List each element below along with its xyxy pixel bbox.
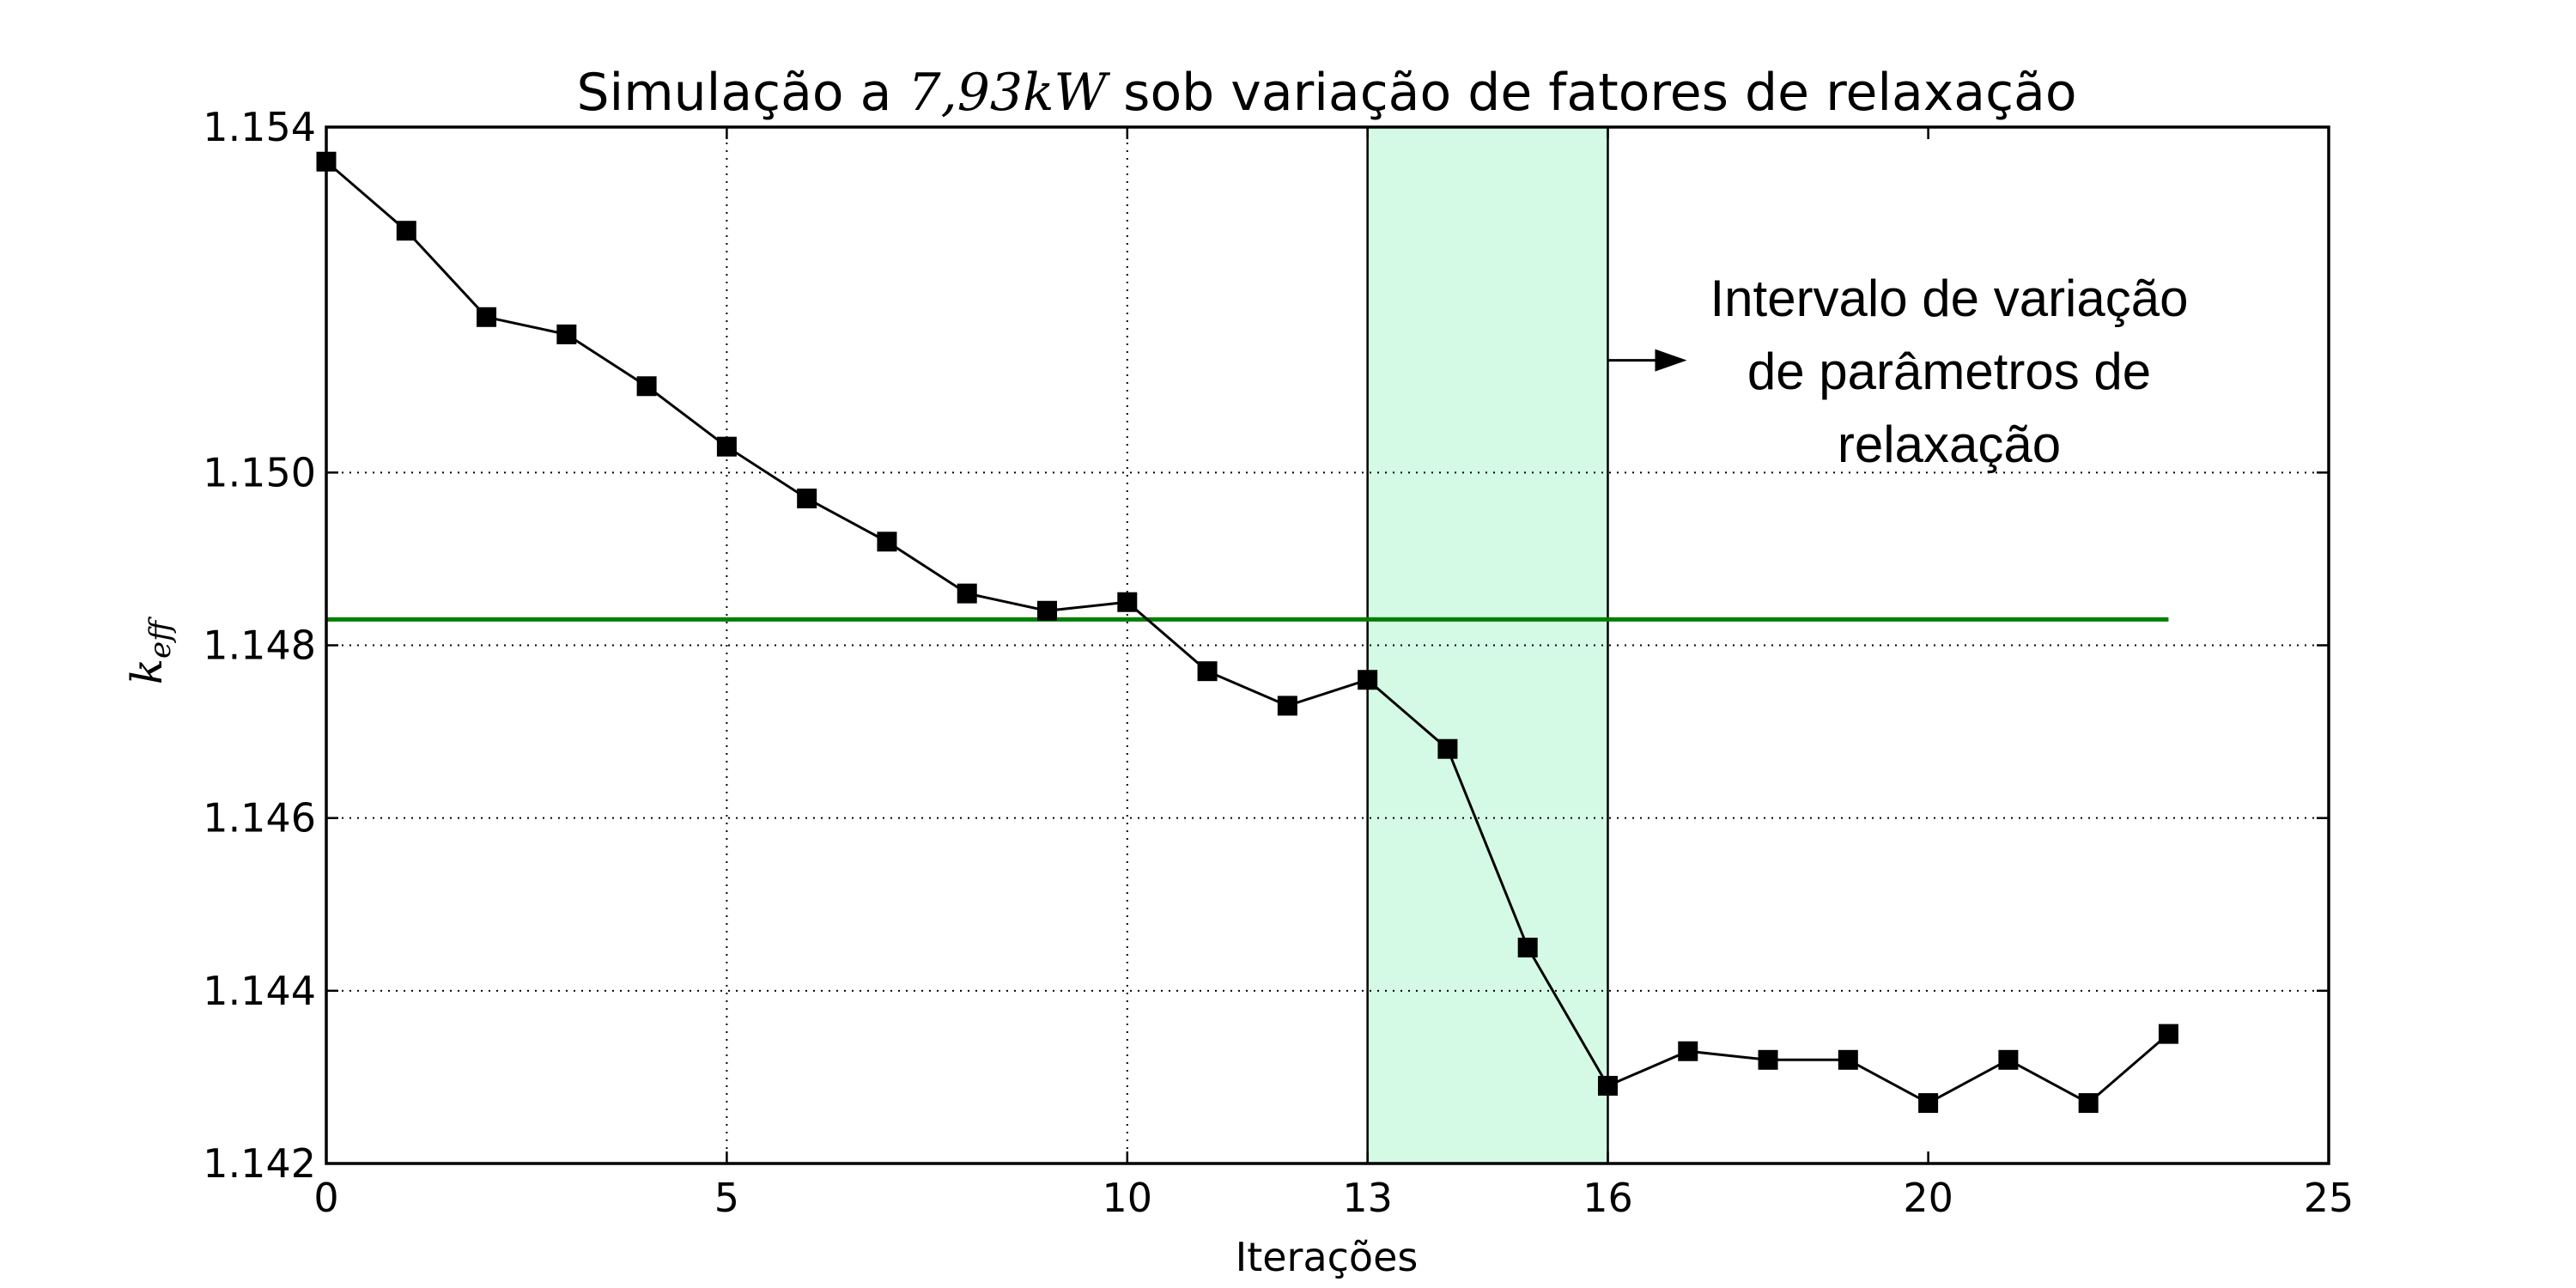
x-tick-label: 0	[313, 1175, 338, 1221]
shaded-region-layer	[1366, 127, 1609, 1163]
data-point-marker	[1918, 1093, 1939, 1114]
data-point-marker	[1037, 600, 1058, 621]
data-point-marker	[1437, 738, 1458, 759]
tick-layer: 0 5 10 13 16 20 25 1.142 1.144 1.146 1.148 1.150 1.1…	[203, 104, 2354, 1221]
x-tick-label: 20	[1903, 1175, 1953, 1221]
y-tick-label: 1.146	[203, 795, 316, 841]
annotation-line-3: relaxação	[1838, 416, 2061, 473]
annotation-layer: Intervalo de variação de parâmetros de r…	[1607, 270, 2189, 473]
data-point-marker	[1117, 592, 1138, 612]
y-tick-label: 1.154	[203, 104, 316, 150]
data-point-marker	[957, 583, 977, 604]
chart-title-suffix: sob variação de fatores de relaxação	[1107, 63, 2076, 123]
y-axis-label: keff	[122, 617, 178, 684]
data-point-marker	[877, 532, 897, 552]
data-point-marker	[1517, 938, 1538, 958]
x-axis-label: Iterações	[1236, 1234, 1419, 1280]
data-point-marker	[797, 489, 817, 509]
x-tick-label: 25	[2304, 1175, 2354, 1221]
grid-layer	[326, 127, 2329, 1163]
data-point-marker	[636, 376, 657, 397]
data-point-marker	[1358, 670, 1378, 690]
data-point-marker	[396, 221, 416, 241]
data-point-marker	[477, 307, 497, 327]
data-point-marker	[1597, 1075, 1618, 1096]
data-point-marker	[2078, 1093, 2099, 1114]
data-point-marker	[1197, 661, 1218, 682]
y-axis-label-subscript: eff	[143, 617, 178, 659]
annotation-line-2: de parâmetros de	[1747, 343, 2151, 400]
y-tick-label: 1.150	[203, 449, 316, 495]
annotation-arrow-head	[1655, 349, 1687, 372]
x-tick-label: 16	[1583, 1175, 1633, 1221]
data-point-marker	[716, 436, 737, 457]
y-tick-label: 1.142	[203, 1140, 316, 1187]
annotation-line-1: Intervalo de variação	[1710, 270, 2189, 327]
shaded-region	[1367, 127, 1608, 1163]
chart-title-math: 7,93kW	[908, 63, 1110, 123]
data-point-marker	[1277, 696, 1297, 716]
data-point-marker	[556, 324, 577, 344]
data-point-marker	[1758, 1049, 1778, 1070]
chart-title: Simulação a 7,93kW sob variação de fator…	[576, 63, 2076, 123]
x-tick-label: 5	[714, 1175, 739, 1221]
x-tick-label: 10	[1103, 1175, 1153, 1221]
data-point-marker	[1998, 1049, 2019, 1070]
series-line	[325, 161, 2170, 1105]
y-tick-label: 1.148	[203, 623, 316, 669]
data-point-marker	[1838, 1049, 1858, 1070]
y-axis-label-base: k	[122, 659, 172, 684]
y-tick-label: 1.144	[203, 968, 316, 1014]
chart-title-prefix: Simulação a	[576, 63, 908, 123]
data-point-marker	[2158, 1024, 2178, 1044]
data-point-marker	[1678, 1041, 1698, 1061]
series-layer	[316, 151, 2178, 1114]
x-tick-label: 13	[1342, 1175, 1393, 1221]
